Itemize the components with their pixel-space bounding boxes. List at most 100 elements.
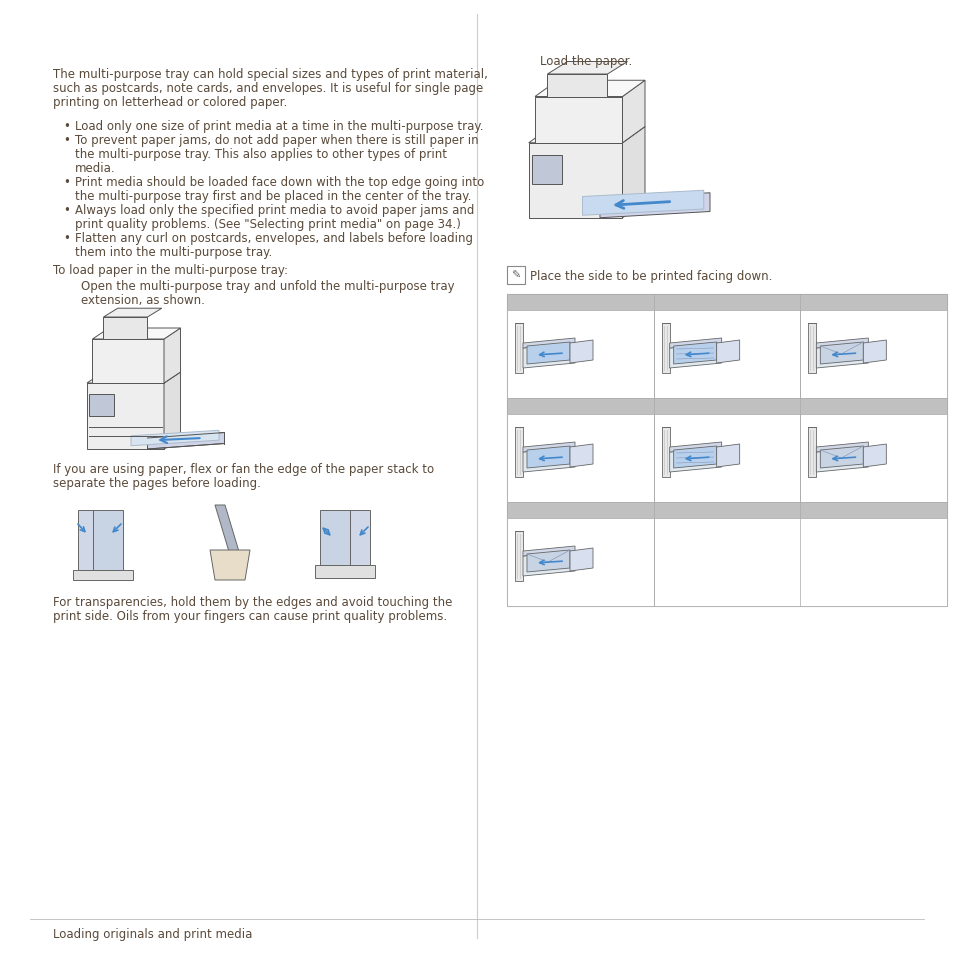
Polygon shape	[526, 447, 569, 469]
Polygon shape	[522, 442, 575, 453]
Polygon shape	[716, 340, 739, 364]
Polygon shape	[92, 511, 123, 571]
Polygon shape	[582, 191, 703, 216]
Text: Load the paper.: Load the paper.	[539, 55, 632, 68]
Text: The multi-purpose tray can hold special sizes and types of print material,: The multi-purpose tray can hold special …	[53, 68, 487, 81]
Polygon shape	[522, 448, 575, 473]
Polygon shape	[716, 444, 739, 468]
Text: the multi-purpose tray first and be placed in the center of the tray.: the multi-purpose tray first and be plac…	[75, 190, 471, 203]
Polygon shape	[661, 324, 669, 374]
Polygon shape	[526, 343, 569, 365]
Polygon shape	[622, 128, 644, 218]
Polygon shape	[569, 340, 593, 364]
Text: printing on letterhead or colored paper.: printing on letterhead or colored paper.	[53, 96, 287, 109]
Polygon shape	[131, 431, 219, 446]
Polygon shape	[661, 428, 669, 477]
Polygon shape	[569, 444, 593, 468]
Polygon shape	[164, 329, 180, 384]
Polygon shape	[547, 75, 607, 97]
Bar	[653, 518, 946, 606]
Polygon shape	[103, 317, 148, 339]
Polygon shape	[164, 373, 180, 450]
Bar	[800, 415, 946, 502]
Text: Print media should be loaded face down with the top edge going into: Print media should be loaded face down w…	[75, 175, 484, 189]
Polygon shape	[807, 428, 816, 477]
Polygon shape	[103, 309, 162, 317]
Text: Always load only the specified print media to avoid paper jams and: Always load only the specified print med…	[75, 204, 474, 216]
Polygon shape	[669, 344, 720, 369]
Polygon shape	[862, 444, 885, 468]
Polygon shape	[78, 511, 92, 571]
Text: media.: media.	[75, 162, 115, 174]
Polygon shape	[669, 338, 720, 349]
Text: extension, as shown.: extension, as shown.	[81, 294, 205, 307]
Polygon shape	[515, 532, 522, 581]
Polygon shape	[210, 551, 250, 580]
Polygon shape	[92, 339, 164, 384]
Polygon shape	[87, 384, 164, 450]
Bar	[506, 415, 653, 502]
Text: Load only one size of print media at a time in the multi-purpose tray.: Load only one size of print media at a t…	[75, 120, 483, 132]
Polygon shape	[673, 343, 716, 365]
Text: •: •	[63, 175, 70, 189]
Polygon shape	[535, 81, 644, 97]
Text: To load paper in the multi-purpose tray:: To load paper in the multi-purpose tray:	[53, 264, 288, 276]
Text: ✎: ✎	[511, 271, 520, 281]
Polygon shape	[547, 63, 627, 75]
Polygon shape	[599, 193, 709, 218]
Polygon shape	[816, 442, 867, 453]
Polygon shape	[535, 97, 622, 144]
Polygon shape	[816, 344, 867, 369]
Bar	[506, 311, 653, 398]
Polygon shape	[532, 156, 562, 185]
Bar	[653, 415, 800, 502]
Polygon shape	[526, 551, 569, 573]
Polygon shape	[807, 324, 816, 374]
Polygon shape	[673, 447, 716, 469]
Bar	[800, 311, 946, 398]
Polygon shape	[522, 552, 575, 577]
Polygon shape	[92, 329, 180, 339]
Text: •: •	[63, 204, 70, 216]
Polygon shape	[569, 548, 593, 572]
Polygon shape	[314, 565, 375, 578]
Bar	[506, 294, 946, 311]
Polygon shape	[862, 340, 885, 364]
Text: Open the multi-purpose tray and unfold the multi-purpose tray: Open the multi-purpose tray and unfold t…	[81, 280, 455, 293]
Polygon shape	[350, 511, 370, 565]
Polygon shape	[669, 442, 720, 453]
Text: •: •	[63, 232, 70, 245]
Text: separate the pages before loading.: separate the pages before loading.	[53, 476, 260, 490]
Text: •: •	[63, 120, 70, 132]
Text: them into the multi-purpose tray.: them into the multi-purpose tray.	[75, 246, 272, 258]
Polygon shape	[669, 448, 720, 473]
Polygon shape	[90, 395, 114, 416]
Polygon shape	[515, 428, 522, 477]
Polygon shape	[528, 128, 644, 144]
Text: the multi-purpose tray. This also applies to other types of print: the multi-purpose tray. This also applie…	[75, 148, 447, 161]
Bar	[653, 311, 800, 398]
Polygon shape	[87, 373, 180, 384]
Bar	[506, 518, 653, 606]
Text: such as postcards, note cards, and envelopes. It is useful for single page: such as postcards, note cards, and envel…	[53, 82, 483, 95]
Polygon shape	[522, 338, 575, 349]
Text: Flatten any curl on postcards, envelopes, and labels before loading: Flatten any curl on postcards, envelopes…	[75, 232, 473, 245]
Text: For transparencies, hold them by the edges and avoid touching the: For transparencies, hold them by the edg…	[53, 596, 452, 608]
Polygon shape	[528, 144, 622, 218]
Polygon shape	[820, 343, 862, 365]
Text: print quality problems. (See "Selecting print media" on page 34.): print quality problems. (See "Selecting …	[75, 218, 460, 231]
Polygon shape	[214, 505, 240, 556]
Text: •: •	[63, 133, 70, 147]
Text: Place the side to be printed facing down.: Place the side to be printed facing down…	[530, 270, 772, 283]
Polygon shape	[515, 324, 522, 374]
Bar	[506, 267, 524, 285]
Bar	[506, 294, 946, 606]
Polygon shape	[319, 511, 350, 565]
Polygon shape	[820, 447, 862, 469]
Polygon shape	[522, 344, 575, 369]
Text: To prevent paper jams, do not add paper when there is still paper in: To prevent paper jams, do not add paper …	[75, 133, 478, 147]
Polygon shape	[622, 81, 644, 144]
Text: print side. Oils from your fingers can cause print quality problems.: print side. Oils from your fingers can c…	[53, 609, 447, 622]
Polygon shape	[73, 571, 132, 580]
Bar	[506, 398, 946, 415]
